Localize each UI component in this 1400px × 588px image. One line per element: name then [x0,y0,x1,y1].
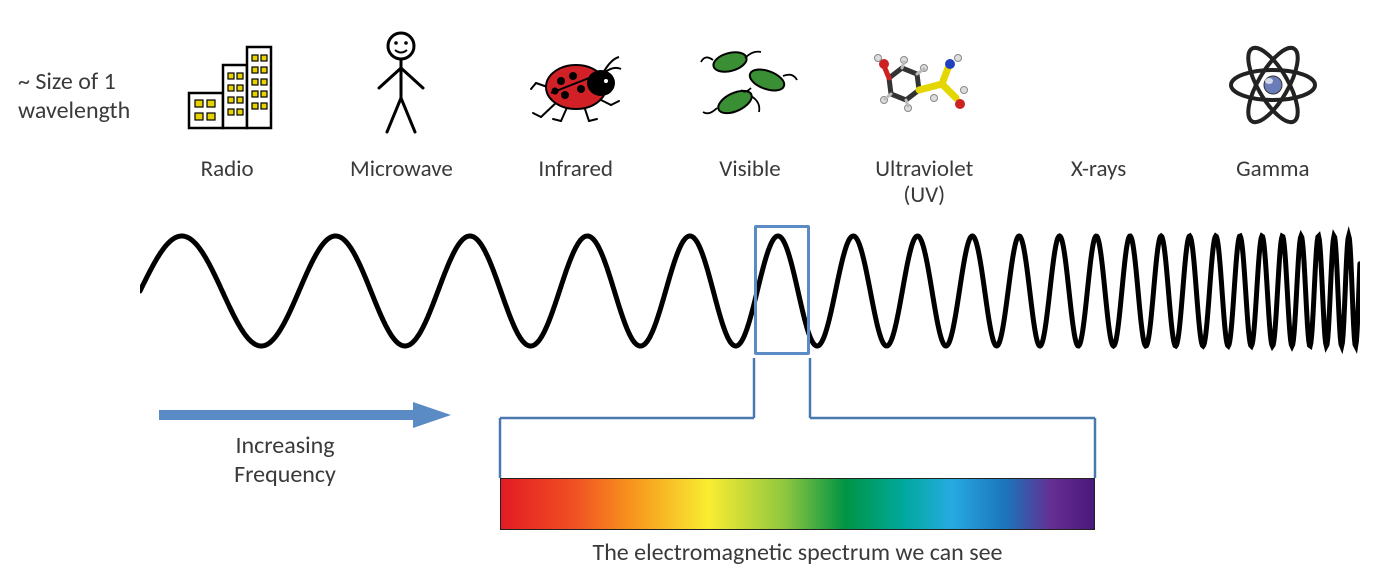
stickman-icon [314,30,488,140]
label-visible: Visible [663,156,837,209]
band-label-row: Radio Microwave Infrared Visible Ultravi… [140,156,1360,209]
xray-placeholder-icon [1011,30,1185,140]
size-line2: wavelength [18,96,130,125]
spectrum-caption: The electromagnetic spectrum we can see [500,538,1095,567]
label-gamma: Gamma [1186,156,1360,209]
label-uv: Ultraviolet (UV) [837,156,1011,209]
molecule-icon [837,30,1011,140]
atom-icon [1186,30,1360,140]
wave-plot [140,221,1360,361]
label-microwave: Microwave [314,156,488,209]
wavelength-size-label: ~ Size of 1 wavelength [18,68,130,126]
label-xrays: X-rays [1011,156,1185,209]
size-line1: ~ Size of 1 [18,67,116,96]
buildings-icon [140,30,314,140]
arrow-label: Increasing Frequency [195,432,375,490]
label-infrared: Infrared [489,156,663,209]
arrow-line2: Frequency [234,460,336,489]
visible-spectrum-bar [500,478,1095,530]
visible-highlight-box [754,225,810,355]
increasing-frequency-arrow [155,400,455,430]
icon-row [140,30,1360,140]
bacteria-icon [663,30,837,140]
ladybug-icon [489,30,663,140]
arrow-line1: Increasing [235,431,334,460]
label-radio: Radio [140,156,314,209]
